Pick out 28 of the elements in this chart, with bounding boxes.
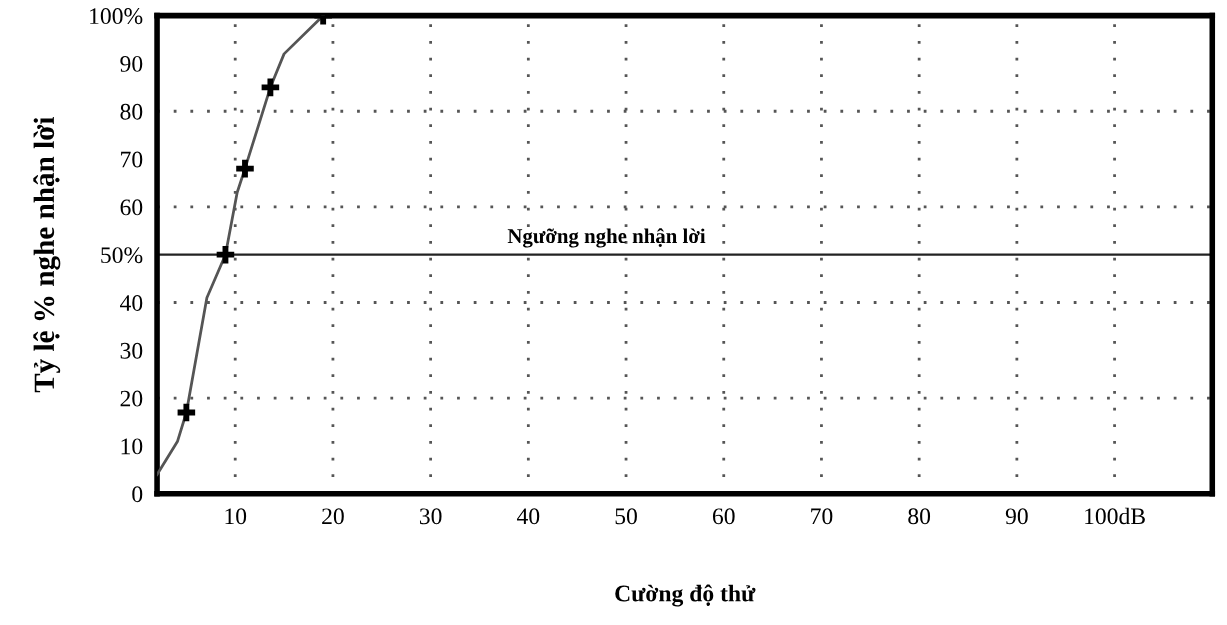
y-tick-label: 100% (90, 8, 143, 25)
y-tick-label: 30 (120, 342, 143, 359)
x-tick-label: 30 (419, 508, 442, 525)
y-axis-title: Tỷ lệ % nghe nhận lời (33, 116, 61, 393)
x-tick-label: 60 (712, 508, 735, 525)
x-axis-title: Cường độ thử (615, 584, 756, 607)
y-tick-label: 60 (120, 199, 143, 216)
x-tick-label: 40 (516, 508, 540, 525)
point (216, 245, 235, 264)
x-tick-label: 70 (811, 508, 833, 525)
y-tick-label: 70 (121, 151, 143, 168)
y-tick-label: 10 (121, 438, 143, 455)
y-tick-label: 50% (101, 247, 143, 264)
point (261, 78, 280, 97)
x-tick-label: 20 (322, 508, 344, 525)
y-tick-label: 40 (120, 294, 143, 311)
x-tick-label: 90 (1005, 508, 1028, 525)
point (236, 159, 254, 178)
y-tick-label: 90 (120, 55, 143, 72)
x-tick-label: 80 (908, 508, 931, 525)
x-tick-label: 100dB (1085, 507, 1145, 525)
y-tick-label: 20 (120, 390, 143, 407)
y-tick-label: 0 (132, 486, 143, 503)
ref-line-label: Ngưỡng nghe nhận lời (507, 228, 706, 248)
x-tick-label: 50 (615, 508, 637, 525)
point (177, 403, 196, 422)
x-tick-label: 10 (225, 508, 247, 525)
y-tick-label: 80 (120, 103, 143, 120)
